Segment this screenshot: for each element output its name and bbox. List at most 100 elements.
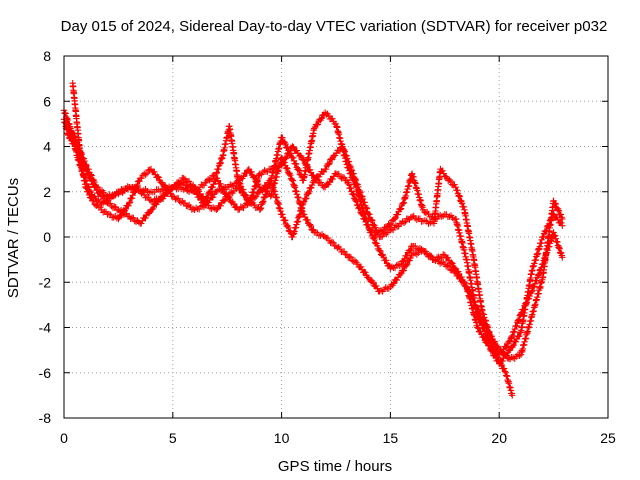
data-point-run	[452, 215, 470, 263]
grid	[64, 56, 608, 418]
data-point	[82, 184, 89, 191]
data-point-run	[442, 262, 458, 276]
data-point-run	[312, 228, 327, 240]
data-point-run	[170, 193, 186, 206]
data-point-run	[529, 276, 546, 318]
data-point-run	[127, 214, 142, 226]
data-point-run	[192, 184, 208, 204]
data-point	[82, 161, 89, 168]
y-tick-label: -4	[39, 320, 52, 336]
data-point-run	[388, 271, 404, 289]
data-point-run	[159, 185, 175, 202]
data-point-run	[398, 243, 415, 265]
data-point-run	[344, 164, 361, 194]
data-point	[234, 206, 242, 214]
data-point-run	[149, 186, 164, 196]
data-point-run	[300, 157, 317, 179]
data-point-run	[377, 284, 393, 295]
data-point	[69, 129, 76, 137]
x-tick-label: 5	[169, 430, 177, 446]
x-axis-label: GPS time / hours	[278, 458, 392, 475]
data-point-run	[438, 167, 450, 180]
data-point-run	[507, 311, 524, 342]
data-point-run	[366, 226, 382, 239]
data-point-run	[345, 253, 360, 266]
data-point-run	[235, 186, 252, 204]
data-point-run	[95, 196, 105, 208]
data-point-run	[518, 314, 535, 356]
data-point-run	[399, 214, 414, 227]
chart-title: Day 015 of 2024, Sidereal Day-to-day VTE…	[61, 18, 608, 35]
data-point	[419, 247, 427, 254]
data-point-run	[551, 213, 565, 227]
data-point-run	[470, 253, 485, 311]
data-point	[528, 288, 536, 295]
data-point	[169, 193, 176, 200]
y-tick-label: 2	[43, 184, 51, 200]
data-point-run	[90, 197, 101, 209]
data-point-run	[213, 175, 230, 198]
data-point-run	[235, 167, 252, 186]
x-tick-label: 20	[491, 430, 507, 446]
data-point-run	[475, 325, 491, 347]
data-point	[256, 170, 264, 177]
data-point-run	[507, 329, 524, 352]
data-point-run	[461, 209, 476, 258]
data-point-run	[269, 162, 284, 173]
data-point-run	[149, 195, 164, 205]
data-point-run	[106, 189, 120, 200]
data-point	[517, 310, 525, 318]
x-tick-label: 0	[60, 430, 68, 446]
data-point-run	[300, 178, 317, 205]
data-point-run	[518, 289, 535, 316]
data-point-run	[400, 171, 415, 206]
data-point	[559, 215, 566, 223]
series-track-4	[62, 120, 566, 358]
y-tick-label: 0	[43, 229, 51, 245]
data-point-run	[138, 189, 153, 204]
data-point-run	[344, 179, 361, 209]
data-point-run	[445, 176, 458, 189]
data-point-run	[226, 125, 242, 182]
data-point-run	[322, 154, 337, 173]
data-point-run	[334, 243, 349, 258]
x-tick-label: 10	[274, 430, 290, 446]
y-tick-label: 6	[43, 93, 51, 109]
data-point-run	[258, 186, 273, 198]
data-point-run	[529, 234, 546, 274]
data-point	[115, 215, 122, 223]
data-point-run	[550, 232, 565, 259]
data-point-run	[105, 210, 121, 222]
data-point-run	[502, 372, 515, 397]
x-tick-label: 15	[383, 430, 399, 446]
data-point-run	[479, 307, 494, 338]
data-point-run	[377, 247, 393, 270]
data-points	[60, 79, 566, 399]
data-point-run	[432, 256, 447, 267]
data-point	[559, 222, 566, 229]
data-point-run	[94, 184, 110, 199]
data-point-run	[453, 186, 468, 211]
data-point-run	[375, 224, 388, 235]
data-point-run	[78, 163, 89, 191]
y-tick-label: 4	[43, 139, 51, 155]
data-point-run	[202, 177, 219, 202]
y-tick-label: -2	[39, 274, 52, 290]
data-point-run	[116, 185, 132, 196]
data-point-run	[99, 193, 110, 206]
data-point-run	[97, 204, 110, 216]
data-point-run	[453, 272, 469, 290]
data-point	[311, 125, 318, 132]
x-tick-label: 25	[600, 430, 616, 446]
data-point-run	[464, 286, 480, 311]
data-point-run	[138, 166, 153, 182]
data-point-run	[246, 171, 263, 206]
data-point-run	[127, 183, 142, 195]
data-point-run	[83, 185, 95, 202]
data-point-run	[138, 209, 154, 227]
data-point-run	[279, 144, 295, 167]
data-point-run	[289, 177, 307, 218]
data-point-run	[551, 200, 565, 221]
y-tick-label: 8	[43, 48, 51, 64]
